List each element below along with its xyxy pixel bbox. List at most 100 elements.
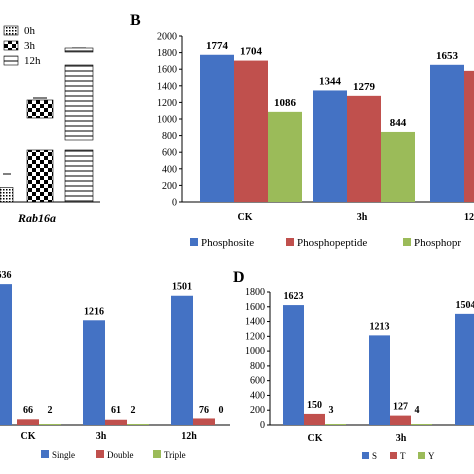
d-legend-label: T (400, 451, 406, 461)
b-y-tick-label: 1400 (157, 81, 177, 92)
d-data-label: 1623 (284, 291, 304, 302)
a-bar-3h (26, 149, 54, 203)
d-bar-s (283, 305, 304, 425)
a-bar-12h (64, 149, 94, 203)
d-legend-label: Y (428, 451, 435, 461)
b-data-label: 1279 (353, 81, 376, 93)
b-data-label: 1774 (206, 40, 229, 52)
d-category-label: 3h (396, 433, 407, 444)
c-data-label: 1216 (84, 306, 104, 317)
c-data-label: 61 (111, 405, 121, 416)
d-y-tick-label: 1400 (245, 317, 265, 328)
a-bar-cap (64, 47, 94, 53)
c-legend-label: Triple (164, 450, 186, 460)
b-y-tick-label: 1000 (157, 115, 177, 126)
c-data-label: 1501 (172, 282, 192, 293)
d-legend-swatch (390, 452, 397, 459)
a-bar-0h (0, 187, 14, 203)
c-data-label: 0 (219, 405, 224, 416)
panel-b-chart: B 0 200 400 600 800 1000 1200 1400 1600 1800 2000 17… (130, 12, 474, 249)
b-bar-phosphoprotein (268, 111, 302, 202)
a-legend-swatch (3, 40, 19, 51)
d-y-tick-label: 800 (250, 361, 265, 372)
b-data-label: 1086 (274, 97, 297, 109)
d-legend-swatch (362, 452, 369, 459)
c-bar-triple (127, 424, 149, 425)
b-y-tick-label: 800 (162, 131, 177, 142)
d-y-tick-label: 200 (250, 405, 265, 416)
panel-d-chart: D 0 200 400 600 800 1000 1200 1400 1600 1800 1623 15… (233, 269, 474, 461)
c-data-label: 66 (23, 405, 33, 416)
b-data-label: 1704 (240, 46, 263, 58)
b-y-tick-label: 0 (172, 198, 177, 209)
b-bar-phosphoprotein (381, 131, 415, 202)
c-legend-label: Double (107, 450, 134, 460)
b-bar-phosphopeptide (234, 60, 268, 203)
b-data-label: 844 (390, 117, 407, 129)
c-data-label: 2 (131, 405, 136, 416)
a-bar-upper-3h (26, 99, 54, 119)
c-data-label: 2 (48, 405, 53, 416)
b-bar-phosphosite (313, 90, 347, 202)
b-y-tick-label: 1200 (157, 98, 177, 109)
b-y-tick-label: 600 (162, 148, 177, 159)
c-legend-swatch (41, 450, 49, 458)
panel-c-chart: 636 66 2 1216 61 2 1501 76 0 CK 3h 12h Single Double T… (0, 270, 230, 460)
d-data-label: 1213 (370, 321, 390, 332)
b-category-label: 12 (464, 212, 474, 223)
c-bar-single (0, 284, 12, 425)
c-bar-double (105, 419, 127, 425)
b-bar-phosphopeptide (347, 95, 381, 202)
d-category-label: CK (308, 433, 323, 444)
c-legend-label: Single (52, 450, 75, 460)
b-y-tick-label: 200 (162, 181, 177, 192)
c-bar-triple (39, 424, 61, 425)
b-legend-swatch (190, 238, 198, 246)
d-bar-y (411, 424, 432, 425)
d-panel-label: D (233, 269, 245, 286)
d-y-tick-label: 1000 (245, 346, 265, 357)
b-bar-phosphopeptide (464, 70, 474, 202)
d-y-tick-label: 0 (260, 420, 265, 431)
b-y-tick-label: 400 (162, 164, 177, 175)
b-legend-label: Phosphosite (201, 237, 254, 249)
c-category-label: 12h (181, 431, 197, 442)
d-data-label: 3 (329, 405, 334, 416)
c-bar-double (17, 419, 39, 425)
b-category-label: 3h (357, 212, 368, 223)
b-panel-label: B (130, 12, 141, 29)
d-data-label: 127 (393, 402, 408, 413)
c-data-label: 76 (199, 405, 209, 416)
d-bar-t (390, 415, 411, 425)
c-legend-swatch (96, 450, 104, 458)
d-data-label: 1504 (456, 300, 474, 311)
b-legend-label: Phosphopr (414, 237, 461, 249)
d-y-tick-label: 1200 (245, 331, 265, 342)
panel-a-chart: Rab16a 0h 3h 12h (0, 25, 100, 225)
a-legend-swatch (3, 25, 19, 36)
a-legend-label: 3h (24, 40, 36, 52)
d-data-label: 4 (415, 405, 420, 416)
d-bar-s (455, 313, 474, 425)
b-y-tick-label: 1800 (157, 48, 177, 59)
b-data-label: 1344 (319, 75, 342, 87)
c-bar-single (171, 295, 193, 425)
d-legend-label: S (372, 451, 377, 461)
d-data-label: 150 (307, 400, 322, 411)
a-legend-label: 0h (24, 25, 36, 37)
c-category-label: CK (21, 431, 36, 442)
d-y-tick-label: 1600 (245, 302, 265, 313)
b-y-tick-label: 2000 (157, 32, 177, 43)
b-bar-phosphosite (200, 54, 234, 203)
a-legend-label: 12h (24, 55, 41, 67)
b-y-tick-label: 1600 (157, 65, 177, 76)
a-category-label: Rab16a (17, 211, 56, 225)
c-data-label: 636 (0, 270, 12, 281)
b-legend-label: Phosphopeptide (297, 237, 367, 249)
d-bar-y (325, 424, 346, 425)
b-legend-swatch (286, 238, 294, 246)
c-legend-swatch (153, 450, 161, 458)
b-bar-phosphosite (430, 64, 464, 203)
b-category-label: CK (238, 212, 253, 223)
